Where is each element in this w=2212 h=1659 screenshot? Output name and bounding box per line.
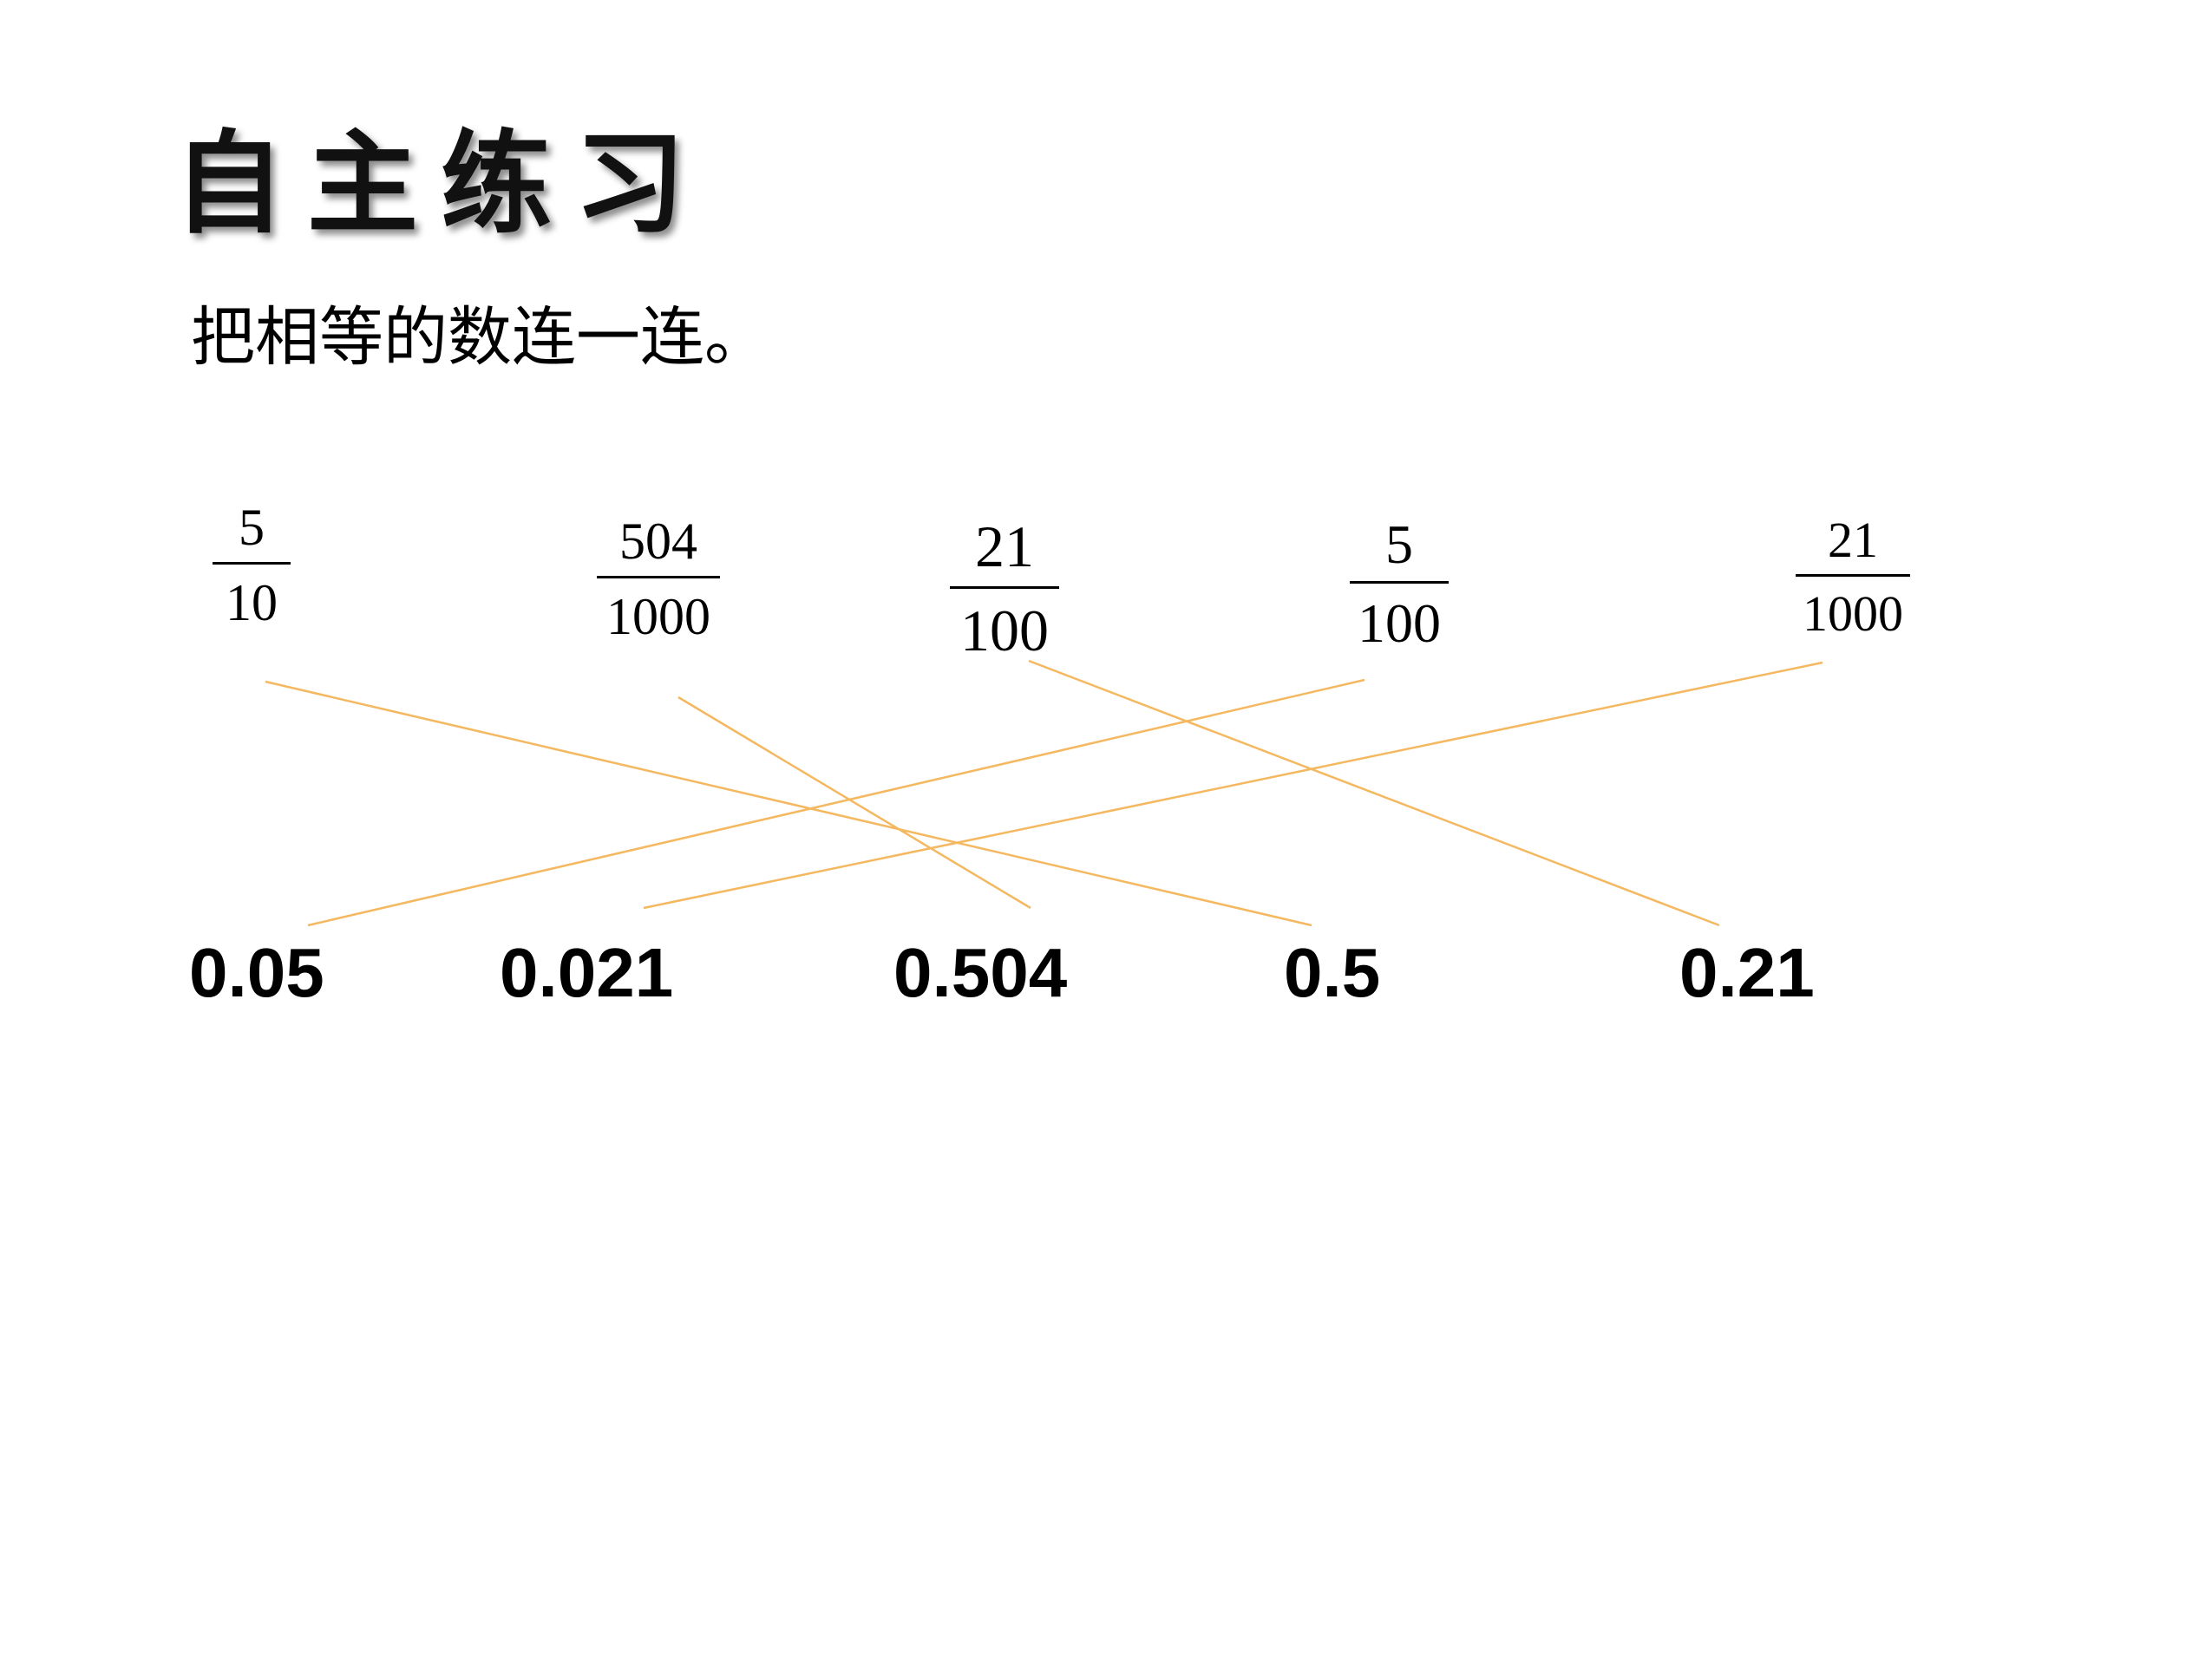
fraction-5-10[interactable]: 5 10 [213, 501, 291, 629]
fraction-denominator: 100 [1358, 592, 1441, 654]
fraction-numerator: 5 [239, 499, 265, 556]
fraction-numerator: 504 [619, 513, 697, 570]
connection-line-21-100-to-0.21[interactable] [1028, 659, 1720, 927]
fraction-bar [950, 586, 1059, 589]
instruction-text: 把相等的数连一连。 [191, 300, 769, 375]
fraction-5-100[interactable]: 5 100 [1350, 517, 1449, 651]
fraction-denominator: 100 [960, 598, 1049, 663]
connection-line-5-10-to-0.5[interactable] [265, 680, 1312, 927]
fraction-bar [597, 576, 720, 578]
fraction-denominator: 10 [226, 574, 278, 631]
fraction-denominator: 1000 [606, 588, 710, 645]
decimal-0.05[interactable]: 0.05 [189, 934, 324, 1011]
fraction-denominator: 1000 [1803, 585, 1903, 642]
decimal-0.5[interactable]: 0.5 [1284, 934, 1381, 1011]
decimal-0.504[interactable]: 0.504 [893, 934, 1068, 1011]
fraction-21-100[interactable]: 21 100 [950, 517, 1059, 660]
fraction-21-1000[interactable]: 21 1000 [1796, 515, 1910, 639]
fraction-504-1000[interactable]: 504 1000 [597, 515, 720, 643]
fraction-bar [213, 562, 291, 565]
fraction-bar [1350, 581, 1449, 584]
decimal-0.21[interactable]: 0.21 [1679, 934, 1815, 1011]
fraction-numerator: 21 [1828, 512, 1878, 568]
connection-line-504-1000-to-0.504[interactable] [677, 696, 1031, 910]
slide-title: 自主练习 [173, 119, 709, 249]
decimal-0.021[interactable]: 0.021 [500, 934, 674, 1011]
fraction-bar [1796, 574, 1910, 577]
fraction-numerator: 21 [975, 513, 1034, 579]
fraction-numerator: 5 [1385, 513, 1413, 575]
connection-line-21-1000-to-0.021[interactable] [643, 661, 1823, 910]
connection-line-5-100-to-0.05[interactable] [307, 678, 1365, 927]
